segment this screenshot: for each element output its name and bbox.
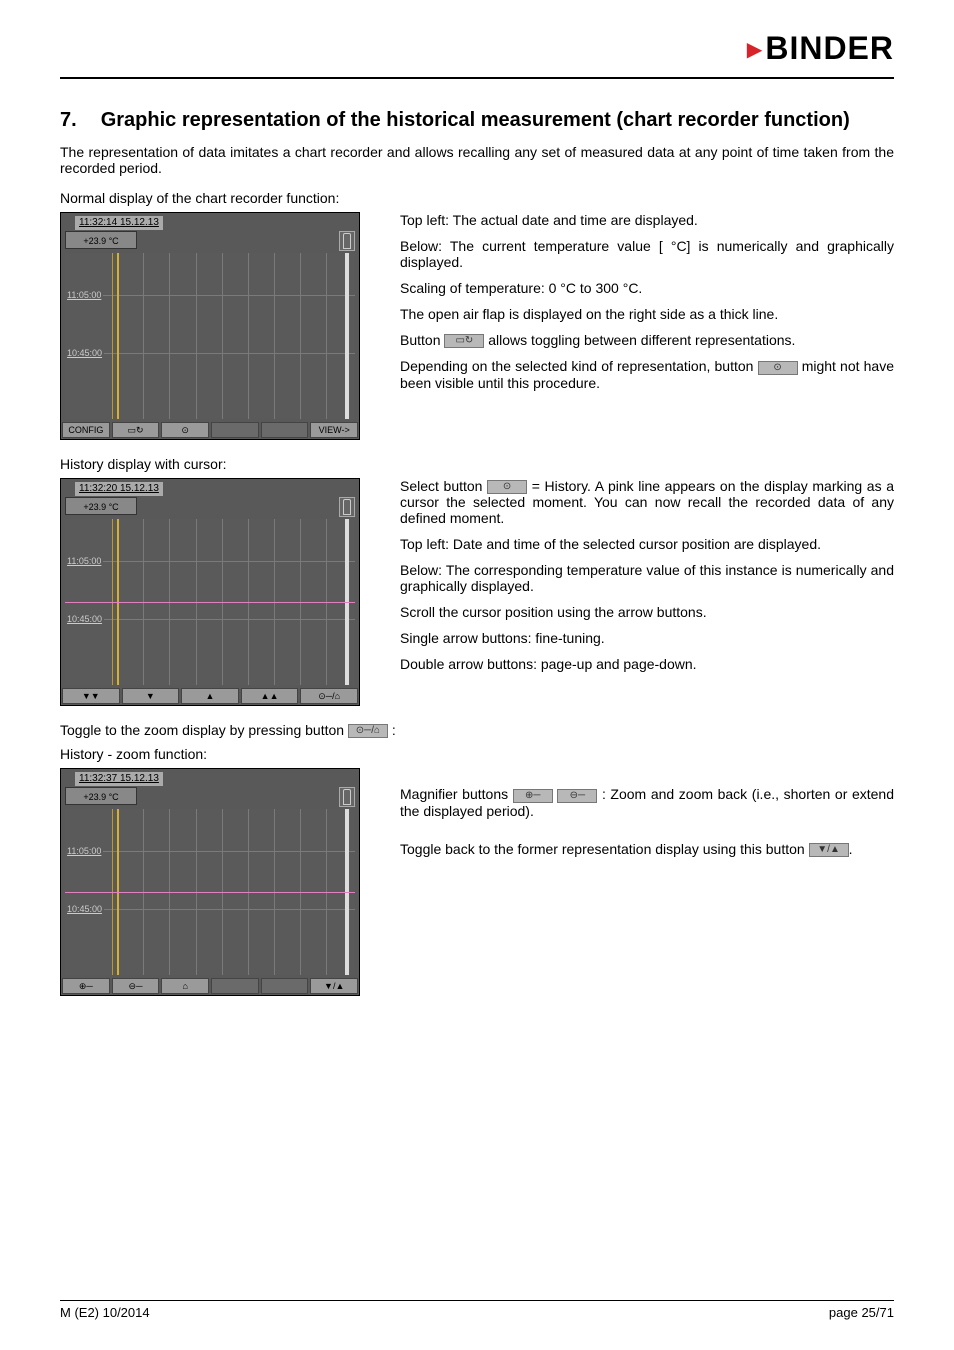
air-flap-icon	[339, 497, 355, 517]
desc-text: Double arrow buttons: page-up and page-d…	[400, 656, 894, 672]
cursor-line	[65, 602, 355, 603]
desc-text: Top left: The actual date and time are d…	[400, 212, 894, 228]
trace-line	[112, 253, 113, 419]
chart-area: 11:05:00 10:45:00	[65, 253, 355, 419]
chart-area: 11:05:00 10:45:00	[65, 519, 355, 685]
screen-button: ▼	[122, 688, 180, 704]
desc-text: Scroll the cursor position using the arr…	[400, 604, 894, 620]
footer-right: page 25/71	[829, 1305, 894, 1320]
time-axis-label: 11:05:00	[65, 846, 103, 856]
history-button-icon: ⊙	[487, 480, 527, 494]
air-flap-icon	[339, 787, 355, 807]
page-header: ▸ BINDER	[60, 0, 894, 79]
desc-text: Single arrow buttons: fine-tuning.	[400, 630, 894, 646]
screen-button: ▲▲	[241, 688, 299, 704]
time-axis-label: 10:45:00	[65, 614, 104, 624]
screenshot-history: 11:32:20 15.12.13 +23.9 °C 11:05:00 10:45…	[60, 478, 360, 706]
screen-button: ⊙	[161, 422, 209, 438]
desc-text: Select button ⊙ = History. A pink line a…	[400, 478, 894, 526]
screen-button	[211, 422, 259, 438]
screenshot-zoom: 11:32:37 15.12.13 +23.9 °C 11:05:00 10:45…	[60, 768, 360, 996]
screen-temp: +23.9 °C	[65, 497, 137, 515]
time-axis-label: 10:45:00	[65, 348, 104, 358]
caption-normal-display: Normal display of the chart recorder fun…	[60, 190, 894, 206]
chart-area: 11:05:00 10:45:00	[65, 809, 355, 975]
screen-button: VIEW->	[310, 422, 358, 438]
time-axis-label: 11:05:00	[65, 556, 103, 566]
brand-logo: ▸ BINDER	[747, 30, 894, 67]
screenshot-normal: 11:32:14 15.12.13 +23.9 °C 11:05:00 10:45…	[60, 212, 360, 440]
screen-button: CONFIG	[62, 422, 110, 438]
screen-button: ▲	[181, 688, 239, 704]
trace-line	[117, 253, 119, 419]
desc-text: Magnifier buttons ⊕─ ⊖─ : Zoom and zoom …	[400, 786, 894, 818]
screen-button: ⌂	[161, 978, 209, 994]
desc-text: Below: The corresponding temperature val…	[400, 562, 894, 594]
screen-button	[261, 422, 309, 438]
screen-button: ⊙─/⌂	[300, 688, 358, 704]
screen-temp: +23.9 °C	[65, 231, 137, 249]
desc-text: Toggle back to the former representation…	[400, 841, 894, 857]
button-bar: CONFIG▭↻⊙ VIEW->	[61, 421, 359, 439]
arrows-button-icon: ▼/▲	[809, 843, 849, 857]
button-bar: ▼▼▼▲▲▲⊙─/⌂	[61, 687, 359, 705]
desc-text: Below: The current temperature value [ °…	[400, 238, 894, 270]
screen-temp: +23.9 °C	[65, 787, 137, 805]
history-button-icon: ⊙	[758, 361, 798, 375]
section-number: 7.	[60, 109, 77, 132]
screen-button	[261, 978, 309, 994]
zoom-out-button-icon: ⊖─	[557, 789, 597, 803]
screen-datetime: 11:32:14 15.12.13	[75, 216, 163, 230]
screen-button: ⊕─	[62, 978, 110, 994]
time-axis-label: 11:05:00	[65, 290, 103, 300]
screen-button: ⊖─	[112, 978, 160, 994]
air-flap-bar	[345, 253, 349, 419]
screen-datetime: 11:32:37 15.12.13	[75, 772, 163, 786]
caption-history-display: History display with cursor:	[60, 456, 894, 472]
toggle-caption: Toggle to the zoom display by pressing b…	[60, 722, 894, 738]
screen-button: ▭↻	[112, 422, 160, 438]
toggle-button-icon: ▭↻	[444, 334, 484, 348]
screen-datetime: 11:32:20 15.12.13	[75, 482, 163, 496]
desc-text: The open air flap is displayed on the ri…	[400, 306, 894, 322]
section-heading: 7. Graphic representation of the histori…	[60, 109, 894, 132]
zoom-in-button-icon: ⊕─	[513, 789, 553, 803]
zoom-toggle-button-icon: ⊙─/⌂	[348, 724, 388, 738]
screen-button: ▼▼	[62, 688, 120, 704]
desc-text: Depending on the selected kind of repres…	[400, 358, 894, 390]
page-footer: M (E2) 10/2014 page 25/71	[60, 1300, 894, 1320]
desc-text: Top left: Date and time of the selected …	[400, 536, 894, 552]
desc-text: Button ▭↻ allows toggling between differ…	[400, 332, 894, 348]
intro-paragraph: The representation of data imitates a ch…	[60, 144, 894, 176]
footer-left: M (E2) 10/2014	[60, 1305, 150, 1320]
logo-mark-icon: ▸	[747, 35, 761, 63]
air-flap-icon	[339, 231, 355, 251]
screen-button	[211, 978, 259, 994]
section-title-text: Graphic representation of the historical…	[101, 109, 850, 132]
caption-zoom: History - zoom function:	[60, 746, 894, 762]
brand-text: BINDER	[765, 30, 894, 67]
desc-text: Scaling of temperature: 0 °C to 300 °C.	[400, 280, 894, 296]
cursor-line	[65, 892, 355, 893]
time-axis-label: 10:45:00	[65, 904, 104, 914]
button-bar: ⊕─⊖─⌂ ▼/▲	[61, 977, 359, 995]
screen-button: ▼/▲	[310, 978, 358, 994]
